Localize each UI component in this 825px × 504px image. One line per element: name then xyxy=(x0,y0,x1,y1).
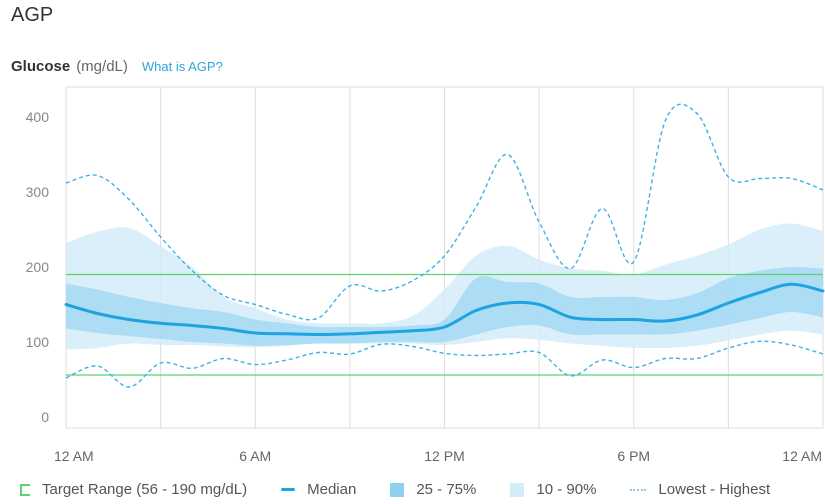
highest-line xyxy=(65,103,824,321)
x-tick-label: 12 AM xyxy=(54,448,94,464)
chart-legend: Target Range (56 - 190 mg/dL) Median 25 … xyxy=(20,481,770,498)
y-tick-label: 300 xyxy=(26,184,50,200)
target-range-swatch xyxy=(20,483,30,496)
what-is-agp-link[interactable]: What is AGP? xyxy=(141,59,223,74)
legend-label-iqr: 25 - 75% xyxy=(416,481,477,498)
legend-item-target: Target Range (56 - 190 mg/dL) xyxy=(20,481,247,498)
y-tick-label: 100 xyxy=(26,334,50,350)
legend-item-iqr: 25 - 75% xyxy=(390,481,476,498)
legend-label-range: Lowest - Highest xyxy=(658,481,771,498)
agp-chart: 0 100 200 300 400 12 AM 6 AM 12 PM 6 PM 12 AM xyxy=(26,86,825,464)
x-tick-label: 6 PM xyxy=(617,448,650,464)
median-swatch xyxy=(281,488,296,491)
legend-item-range: Lowest - Highest xyxy=(630,481,770,498)
metric-label: Glucose xyxy=(11,58,71,75)
x-tick-label: 12 AM xyxy=(782,448,822,464)
x-tick-label: 6 AM xyxy=(239,448,271,464)
legend-item-median: Median xyxy=(281,481,356,498)
chart-header: Glucose (mg/dL) What is AGP? xyxy=(11,58,223,75)
y-tick-label: 400 xyxy=(26,109,50,125)
legend-label-target: Target Range (56 - 190 mg/dL) xyxy=(42,481,248,498)
iqr-swatch xyxy=(390,482,405,497)
unit-label: (mg/dL) xyxy=(76,58,128,75)
outer-band-swatch xyxy=(510,482,525,497)
legend-label-median: Median xyxy=(307,481,357,498)
band-25-75 xyxy=(66,266,823,346)
y-tick-label: 200 xyxy=(26,259,50,275)
y-tick-label: 0 xyxy=(41,409,49,425)
median-line xyxy=(64,282,825,337)
page-title: AGP xyxy=(11,4,54,26)
legend-item-band: 10 - 90% xyxy=(510,481,596,498)
range-swatch xyxy=(630,488,647,491)
legend-label-band: 10 - 90% xyxy=(536,481,597,498)
x-tick-label: 12 PM xyxy=(424,448,464,464)
